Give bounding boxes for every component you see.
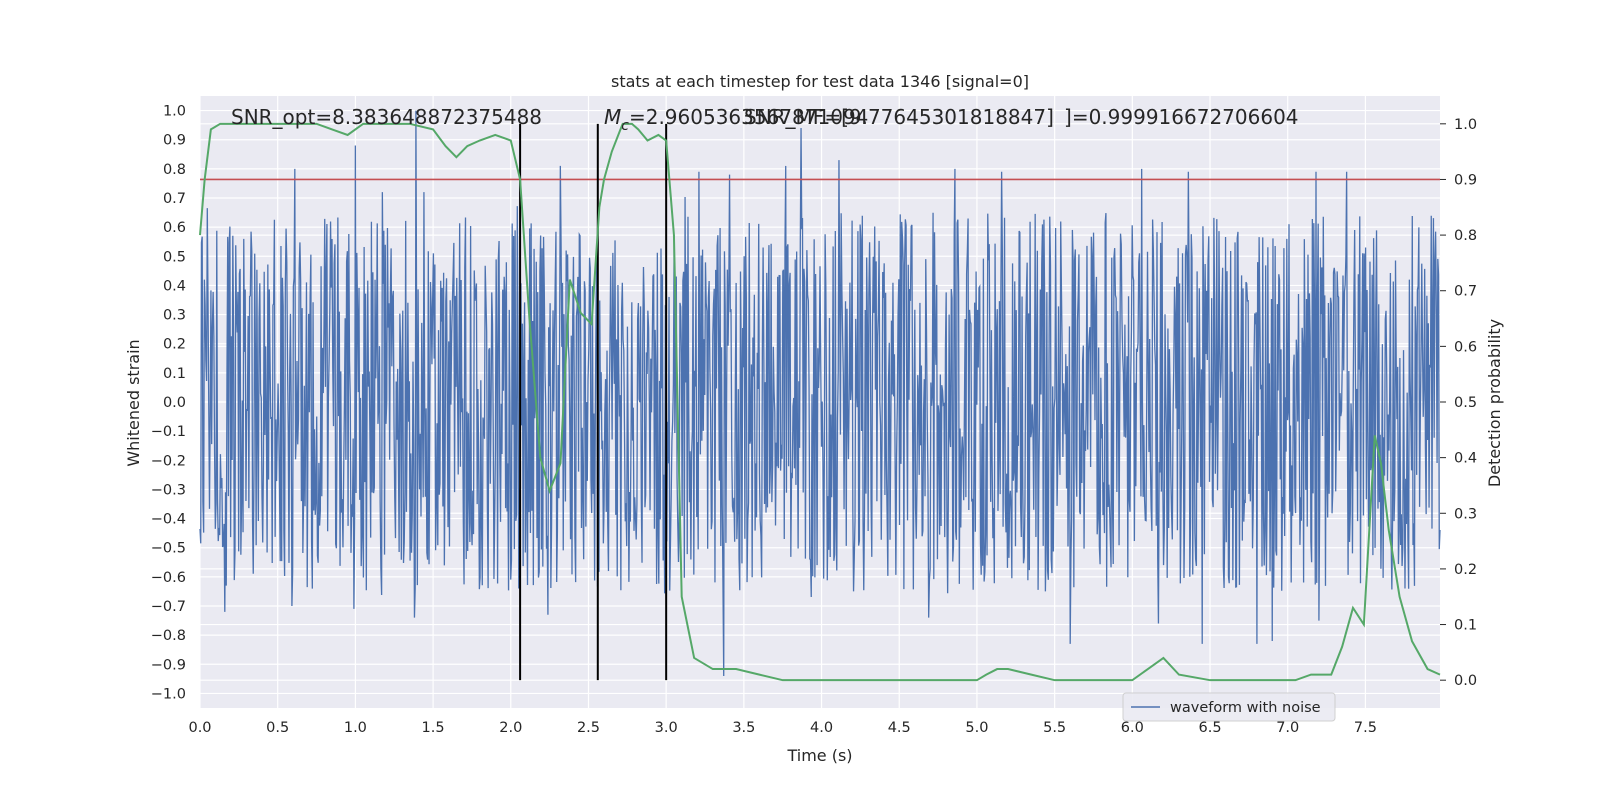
legend: waveform with noise: [1122, 692, 1336, 722]
x-tick-label: 7.5: [1354, 720, 1377, 736]
y-axis-label-right: Detection probability: [1485, 319, 1504, 487]
y-tick-label-right: 1.0: [1454, 117, 1477, 133]
probability-series: [199, 122, 1441, 682]
x-tick-label: 7.0: [1276, 720, 1299, 736]
x-tick-label: 3.5: [732, 720, 755, 736]
y-tick-label-left: −0.6: [151, 570, 186, 586]
y-tick-label-right: 0.9: [1454, 172, 1477, 188]
x-tick-label: 0.0: [188, 720, 211, 736]
x-tick-label: 1.0: [344, 720, 367, 736]
y-tick-label-left: 0.8: [163, 162, 186, 178]
x-tick-label: 6.5: [1198, 720, 1221, 736]
y-tick-label-right: 0.1: [1454, 618, 1477, 634]
x-tick-label: 0.5: [266, 720, 289, 736]
y-tick-label-right: 0.4: [1454, 451, 1477, 467]
x-tick-label: 5.5: [1043, 720, 1066, 736]
y-tick-label-left: 0.9: [163, 133, 186, 149]
y-tick-label-left: −0.4: [151, 512, 186, 528]
y-tick-label-right: 0.6: [1454, 339, 1477, 355]
y-tick-label-left: 0.2: [163, 337, 186, 353]
y-tick-label-left: −0.2: [151, 453, 186, 469]
y-tick-label-right: 0.3: [1454, 506, 1477, 522]
annotation-snr-mf: SNR_MF=[9.77645301818847]: [744, 105, 1054, 129]
chart-title: stats at each timestep for test data 134…: [611, 72, 1029, 91]
chirp-mass-symbol: M: [604, 105, 621, 129]
tick-labels: 0.0 0.5 1.0 1.5 2.0 2.5 3.0 3.5 4.0 4.5 5.0 5.5 6.0 6…: [151, 104, 1477, 736]
chirp-mass-subscript: c: [621, 118, 629, 134]
y-tick-label-left: 0.6: [163, 220, 186, 236]
y-tick-label-left: −0.7: [151, 599, 186, 615]
match-value: =0.999916672706604: [1072, 105, 1299, 129]
probability-line: [199, 122, 1441, 682]
annotation-chirp-mass: Mc=2.9605363567871094: [604, 105, 868, 134]
y-tick-label-right: 0.2: [1454, 562, 1477, 578]
y-tick-label-left: 0.0: [163, 395, 186, 411]
y-tick-label-left: −0.8: [151, 628, 186, 644]
y-tick-label-left: 0.5: [163, 249, 186, 265]
annotation-snr-opt: SNR_opt=8.383648872375488: [231, 105, 542, 129]
match-symbol: ]: [1064, 105, 1072, 129]
x-tick-label: 2.5: [577, 720, 600, 736]
x-tick-label: 3.0: [655, 720, 678, 736]
y-tick-label-left: 0.1: [163, 366, 186, 382]
y-tick-label-left: −0.3: [151, 482, 186, 498]
legend-frame: [1122, 692, 1336, 722]
legend-label-waveform: waveform with noise: [1170, 700, 1321, 716]
x-tick-label: 6.0: [1121, 720, 1144, 736]
y-tick-label-left: −1.0: [151, 686, 186, 702]
y-tick-label-left: −0.5: [151, 541, 186, 557]
y-axis-label-left: Whitened strain: [124, 339, 143, 466]
chirp-mass-value: =2.9605363567871094: [629, 105, 868, 129]
y-tick-label-right: 0.0: [1454, 673, 1477, 689]
y-tick-label-right: 0.8: [1454, 228, 1477, 244]
x-tick-label: 5.0: [965, 720, 988, 736]
y-tick-label-right: 0.7: [1454, 284, 1477, 300]
strain-line: [199, 110, 1441, 676]
x-tick-label: 2.0: [499, 720, 522, 736]
x-axis-label: Time (s): [786, 746, 852, 765]
y-tick-label-left: −0.1: [151, 424, 186, 440]
x-tick-label: 1.5: [422, 720, 445, 736]
strain-series: [199, 110, 1441, 676]
y-tick-label-left: −0.9: [151, 657, 186, 673]
x-tick-label: 4.5: [888, 720, 911, 736]
annotation-match: ]=0.999916672706604: [1064, 105, 1299, 129]
x-tick-label: 4.0: [810, 720, 833, 736]
y-tick-label-left: 0.4: [163, 278, 186, 294]
y-tick-label-left: 0.7: [163, 191, 186, 207]
y-tick-label-left: 1.0: [163, 104, 186, 120]
y-tick-label-right: 0.5: [1454, 395, 1477, 411]
y-tick-label-left: 0.3: [163, 308, 186, 324]
